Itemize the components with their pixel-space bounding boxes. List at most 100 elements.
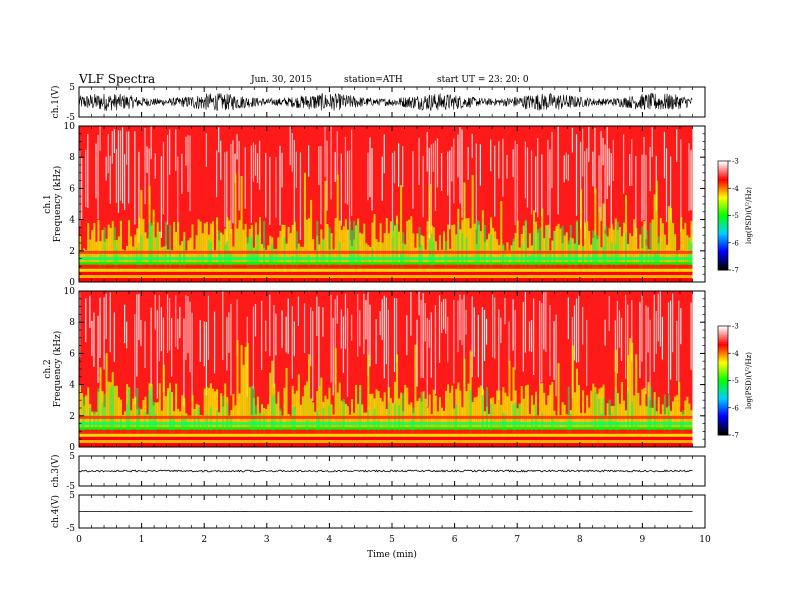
- spectrogram-streak: [142, 400, 145, 429]
- spectrogram-streak: [432, 389, 435, 429]
- spectrogram-streak: [641, 294, 643, 362]
- spectrogram-streak: [224, 245, 227, 268]
- spectrogram-streak: [573, 305, 576, 361]
- spectrogram-streak: [128, 220, 131, 264]
- spectrogram-streak: [402, 393, 405, 433]
- spectrogram-streak: [340, 229, 343, 264]
- spectrogram-streak: [314, 411, 317, 429]
- spectrogram-streak: [375, 389, 378, 429]
- spectrogram-streak: [328, 227, 331, 268]
- spectrogram-streak: [508, 250, 511, 264]
- spectrogram-streak: [682, 410, 685, 433]
- spectrogram-streak: [115, 149, 118, 203]
- spectrogram-streak: [414, 344, 417, 429]
- spectrogram-streak: [305, 219, 309, 264]
- spectrogram-streak: [473, 223, 476, 264]
- spectrogram-streak: [271, 396, 274, 433]
- spectrogram-streak: [326, 399, 329, 429]
- spectrogram-streak: [442, 231, 446, 264]
- y-tick-label: 8: [69, 153, 75, 163]
- spectrogram-streak: [545, 291, 547, 352]
- spectrogram-streak: [164, 221, 167, 268]
- spectrogram-streak: [457, 134, 459, 178]
- spectrogram-streak: [158, 295, 160, 362]
- colorbar-segment: [718, 362, 728, 365]
- spectrogram-streak: [586, 395, 589, 429]
- spectrogram-streak: [193, 249, 196, 264]
- spectrogram-streak: [643, 221, 646, 264]
- spectrogram-streak: [504, 298, 506, 325]
- spectrogram-streak: [447, 224, 450, 264]
- spectrogram-streak: [144, 321, 146, 369]
- spectrogram-streak: [535, 156, 537, 213]
- spectrogram-streak: [387, 309, 390, 400]
- spectrogram-streak: [173, 418, 176, 433]
- spectrogram-streak: [622, 400, 625, 429]
- spectrogram-streak: [573, 242, 576, 268]
- spectrogram-streak: [522, 225, 525, 264]
- spectrogram-streak: [318, 386, 321, 429]
- spectrogram-streak: [557, 223, 560, 264]
- spectrogram-streak: [514, 309, 516, 370]
- spectrogram-streak: [126, 321, 128, 349]
- colorbar-segment: [718, 422, 728, 425]
- spectrogram-streak: [547, 139, 549, 216]
- spectrogram-streak: [205, 133, 208, 167]
- spectrogram-streak: [535, 405, 538, 433]
- spectrogram-streak: [213, 311, 216, 374]
- spectrogram-streak: [649, 146, 651, 192]
- spectrogram-streak: [649, 386, 652, 433]
- spectrogram-streak: [334, 299, 336, 385]
- spectrogram-streak: [604, 319, 606, 346]
- spectrogram-streak: [584, 412, 587, 429]
- spectrogram-band: [79, 429, 693, 433]
- colorbar-segment: [718, 389, 728, 392]
- spectrogram-streak: [485, 318, 488, 345]
- spectrogram-streak: [535, 221, 538, 264]
- spectrogram-streak: [171, 392, 174, 429]
- spectrogram-streak: [289, 126, 291, 166]
- spectrogram-streak: [667, 302, 670, 394]
- colorbar-segment: [718, 355, 728, 358]
- colorbar-segment: [718, 405, 728, 409]
- spectrogram-streak: [291, 255, 294, 268]
- colorbar-segment: [718, 351, 728, 354]
- spectrogram-streak: [665, 244, 668, 264]
- spectrogram-streak: [334, 348, 337, 429]
- spectrogram-streak: [238, 220, 241, 264]
- spectrogram-streak: [561, 402, 564, 429]
- spectrogram-streak: [263, 221, 266, 268]
- spectrogram-streak: [651, 127, 653, 157]
- spectrogram-streak: [336, 174, 339, 264]
- spectrogram-streak: [236, 228, 239, 264]
- spectrogram-streak: [277, 237, 280, 264]
- spectrogram-streak: [586, 148, 588, 222]
- spectrogram-streak: [205, 321, 208, 396]
- spectrogram-streak: [571, 238, 574, 264]
- spectrogram-streak: [291, 224, 294, 264]
- spectrogram-streak: [213, 250, 217, 264]
- spectrogram-streak: [111, 131, 113, 164]
- spectrogram-streak: [179, 252, 182, 268]
- spectrogram-streak: [639, 253, 642, 268]
- spectrogram-streak: [555, 225, 558, 264]
- spectrogram-streak: [222, 291, 224, 361]
- spectrogram-streak: [618, 310, 621, 348]
- spectrogram-streak: [614, 218, 617, 264]
- spectrogram-streak: [162, 246, 165, 264]
- spectrogram-streak: [332, 249, 335, 264]
- spectrogram-streak: [338, 220, 341, 264]
- spectrogram-streak: [463, 294, 465, 387]
- spectrogram-streak: [105, 293, 107, 340]
- spectrogram-streak: [181, 153, 183, 194]
- spectrogram-streak: [189, 135, 191, 212]
- spectrogram-streak: [152, 209, 155, 264]
- spectrogram-streak: [322, 408, 325, 433]
- spectrogram-streak: [528, 321, 531, 352]
- spectrogram-streak: [105, 353, 108, 429]
- spectrogram-streak: [451, 146, 453, 182]
- spectrogram-streak: [369, 393, 372, 429]
- spectrogram-streak: [528, 255, 531, 268]
- spectrogram-streak: [565, 232, 568, 264]
- spectrogram-streak: [477, 221, 480, 268]
